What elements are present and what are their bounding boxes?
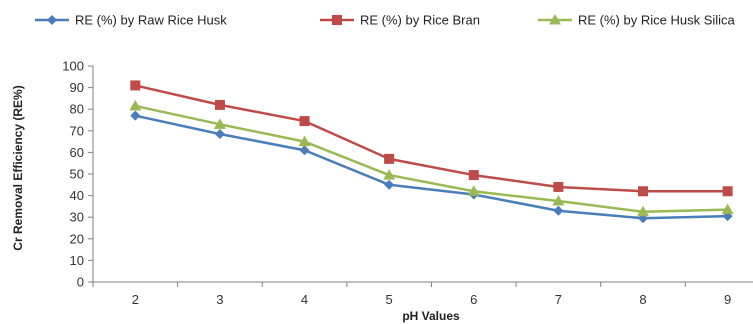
x-tick-label: 5 — [386, 292, 393, 307]
data-point — [213, 118, 226, 129]
x-axis-title: pH Values — [402, 309, 460, 323]
series-group — [129, 80, 734, 224]
data-point — [214, 99, 225, 110]
data-point — [130, 80, 141, 91]
data-point — [552, 195, 565, 206]
series-line — [135, 104, 728, 214]
series-line — [135, 84, 728, 193]
legend-item: RE (%) by Rice Bran — [320, 13, 480, 28]
legend-label: RE (%) by Rice Husk Silica — [578, 13, 736, 28]
data-point — [468, 170, 479, 181]
x-tick-label: 9 — [724, 292, 731, 307]
x-tick-label: 2 — [132, 292, 139, 307]
legend-item: RE (%) by Raw Rice Husk — [35, 13, 227, 28]
data-point — [721, 203, 734, 215]
y-tick-label: 100 — [62, 59, 84, 74]
axes: 0 10 20 30 40 50 60 70 80 90 100 2 3 4 5 6 7 8 9 — [62, 59, 753, 307]
y-tick-label: 80 — [70, 102, 84, 117]
data-point — [214, 129, 225, 140]
x-tick-label: 7 — [555, 292, 562, 307]
legend-label: RE (%) by Rice Bran — [360, 13, 480, 28]
data-point — [637, 205, 649, 217]
data-point — [722, 186, 733, 197]
legend-marker — [549, 14, 561, 25]
series-2 — [130, 80, 733, 197]
y-axis-title: Cr Removal Efficiency (RE%) — [11, 85, 25, 250]
legend-marker — [332, 15, 342, 25]
data-point — [467, 185, 480, 196]
data-point — [299, 145, 310, 156]
y-tick-label: 10 — [70, 253, 84, 268]
data-point — [553, 181, 564, 192]
x-tick-label: 4 — [301, 292, 308, 307]
legend: RE (%) by Raw Rice Husk RE (%) by Rice Br… — [35, 13, 736, 28]
y-tick-label: 20 — [70, 231, 84, 246]
data-point — [384, 153, 395, 164]
data-point — [130, 110, 141, 121]
series-1 — [130, 110, 733, 224]
legend-marker — [47, 15, 57, 25]
legend-label: RE (%) by Raw Rice Husk — [75, 13, 227, 28]
y-tick-label: 50 — [70, 167, 84, 182]
series-3 — [129, 99, 734, 217]
y-tick-label: 30 — [70, 210, 84, 225]
x-tick-label: 3 — [216, 292, 223, 307]
x-tick-label: 6 — [470, 292, 477, 307]
y-tick-label: 40 — [70, 188, 84, 203]
y-tick-label: 70 — [70, 123, 84, 138]
y-tick-label: 60 — [70, 145, 84, 160]
data-point — [553, 205, 564, 216]
y-tick-label: 90 — [70, 80, 84, 95]
series-line — [135, 114, 728, 220]
data-point — [299, 116, 310, 127]
x-tick-label: 8 — [639, 292, 646, 307]
data-point — [384, 179, 395, 190]
data-point — [298, 135, 311, 147]
y-tick-label: 0 — [77, 275, 84, 290]
data-point — [638, 186, 648, 197]
data-point — [129, 99, 142, 111]
legend-item: RE (%) by Rice Husk Silica — [538, 13, 736, 28]
data-point — [383, 169, 396, 180]
